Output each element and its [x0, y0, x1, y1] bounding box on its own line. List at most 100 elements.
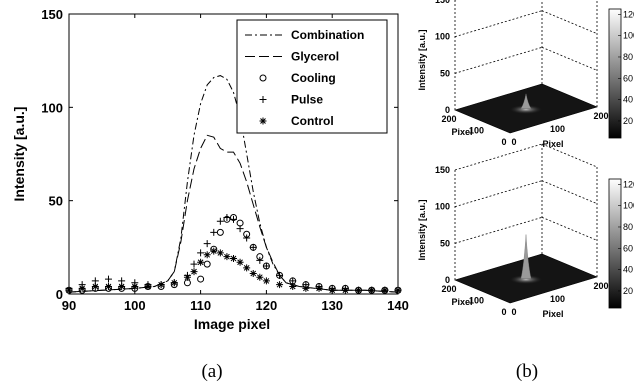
x-tick-label: 100 — [550, 294, 565, 304]
z-gridline — [541, 180, 598, 205]
surface-peak-glow — [508, 104, 544, 115]
box-edge — [541, 143, 598, 168]
surface-plot-2: 0 50 100 150 Intensity [a.u.] 200 100 0 Pixel 0 10… — [417, 143, 634, 319]
series-line-glycerol — [68, 134, 399, 293]
data-point-control — [78, 284, 86, 292]
box-edge — [454, 143, 543, 171]
y-tick-label: 0 — [501, 137, 506, 147]
data-point-cooling — [203, 260, 211, 268]
colorbar-tick-label: 20 — [623, 286, 633, 296]
z-gridline — [541, 46, 598, 71]
data-point-pulse — [236, 225, 244, 233]
z-tick-label: 50 — [440, 68, 450, 78]
colorbar-tick-label: 120 — [623, 9, 634, 19]
y-tick-label: 50 — [49, 194, 63, 209]
caption-b: (b) — [516, 361, 538, 382]
data-point-pulse — [203, 240, 211, 248]
x-axis-label: Pixel — [542, 139, 563, 149]
data-point-control — [355, 286, 363, 294]
data-point-pulse — [276, 271, 284, 279]
colorbar — [608, 178, 622, 309]
y-tick-label: 0 — [56, 287, 63, 302]
legend: Combination Glycerol Cooling Pulse Control — [236, 19, 388, 134]
colorbar-tick-label: 60 — [623, 73, 633, 83]
data-point-pulse — [223, 213, 231, 221]
data-point-pulse — [249, 243, 257, 251]
data-point-control — [203, 251, 211, 259]
z-tick-label: 0 — [445, 275, 450, 285]
colorbar-tick-label: 80 — [623, 222, 633, 232]
colorbar-tick-label: 40 — [623, 95, 633, 105]
x-tick-label: 140 — [387, 298, 409, 313]
y-tick-label: 100 — [469, 126, 484, 136]
x-tick-label: 110 — [190, 298, 211, 313]
surface-peak-glow — [508, 274, 544, 285]
x-axis-label: Pixel — [542, 309, 563, 319]
legend-label-combination: Combination — [291, 28, 364, 42]
surface-peak — [520, 234, 532, 279]
legend-label-glycerol: Glycerol — [291, 50, 339, 64]
legend-swatch-pulse — [259, 96, 267, 103]
y-axis-label: Pixel — [451, 127, 472, 137]
y-tick-label: 100 — [41, 100, 63, 115]
x-tick-label: 120 — [256, 298, 278, 313]
x-tick-label: 100 — [550, 124, 565, 134]
data-point-control — [223, 253, 231, 261]
colorbar-tick-label: 20 — [623, 116, 633, 126]
data-point-control — [236, 258, 244, 266]
z-tick-label: 150 — [435, 0, 450, 5]
legend-swatch-control — [259, 117, 267, 125]
colorbar-tick-label: 40 — [623, 265, 633, 275]
y-tick-label: 200 — [441, 284, 456, 294]
data-point-pulse — [243, 234, 251, 242]
y-tick-label: 100 — [469, 296, 484, 306]
z-tick-label: 150 — [435, 165, 450, 175]
data-point-control — [190, 268, 198, 276]
z-axis-label: Intensity [a.u.] — [417, 199, 427, 260]
data-point-pulse — [197, 249, 205, 257]
data-point-control — [289, 283, 297, 291]
z-tick-label: 100 — [435, 202, 450, 212]
colorbar-tick-label: 100 — [623, 201, 634, 211]
colorbar-tick-label: 120 — [623, 179, 634, 189]
data-point-control — [91, 283, 99, 291]
data-point-control — [276, 281, 284, 289]
x-tick-label: 90 — [62, 298, 76, 313]
colorbar-tick-label: 100 — [623, 31, 634, 41]
legend-swatch-cooling — [259, 74, 267, 82]
data-point-control — [118, 283, 126, 291]
data-point-pulse — [230, 215, 237, 223]
x-tick-label: 100 — [124, 298, 146, 313]
data-point-control — [249, 269, 257, 277]
data-point-control — [183, 273, 191, 281]
colorbar-tick-label: 80 — [623, 52, 633, 62]
z-gridline — [541, 216, 598, 241]
z-tick-label: 50 — [440, 238, 450, 248]
y-tick-label: 200 — [441, 114, 456, 124]
data-point-pulse — [256, 256, 264, 264]
data-point-pulse — [210, 228, 218, 236]
data-point-control — [243, 264, 251, 272]
series-cooling — [65, 213, 402, 294]
y-tick-label: 0 — [501, 307, 506, 317]
z-gridline — [541, 10, 598, 35]
data-point-control — [131, 283, 139, 291]
x-tick-label: 0 — [511, 137, 516, 147]
z-gridline — [454, 180, 543, 208]
data-point-control — [368, 286, 376, 294]
line-chart-panel: 90 100 110 120 130 140 0 50 100 150 Image pixel I… — [11, 7, 409, 382]
x-tick-label: 200 — [593, 281, 608, 291]
z-tick-label: 100 — [435, 32, 450, 42]
axis-ticks: 90 100 110 120 130 140 0 50 100 150 — [41, 7, 409, 313]
data-point-pulse — [190, 260, 198, 268]
colorbar — [608, 8, 622, 139]
series-glycerol — [68, 134, 399, 293]
data-point-control — [210, 247, 218, 255]
series-pulse — [65, 213, 402, 294]
z-axis-label: Intensity [a.u.] — [417, 29, 427, 90]
data-point-cooling — [197, 275, 205, 283]
data-point-pulse — [216, 217, 224, 225]
data-point-pulse — [262, 262, 270, 270]
